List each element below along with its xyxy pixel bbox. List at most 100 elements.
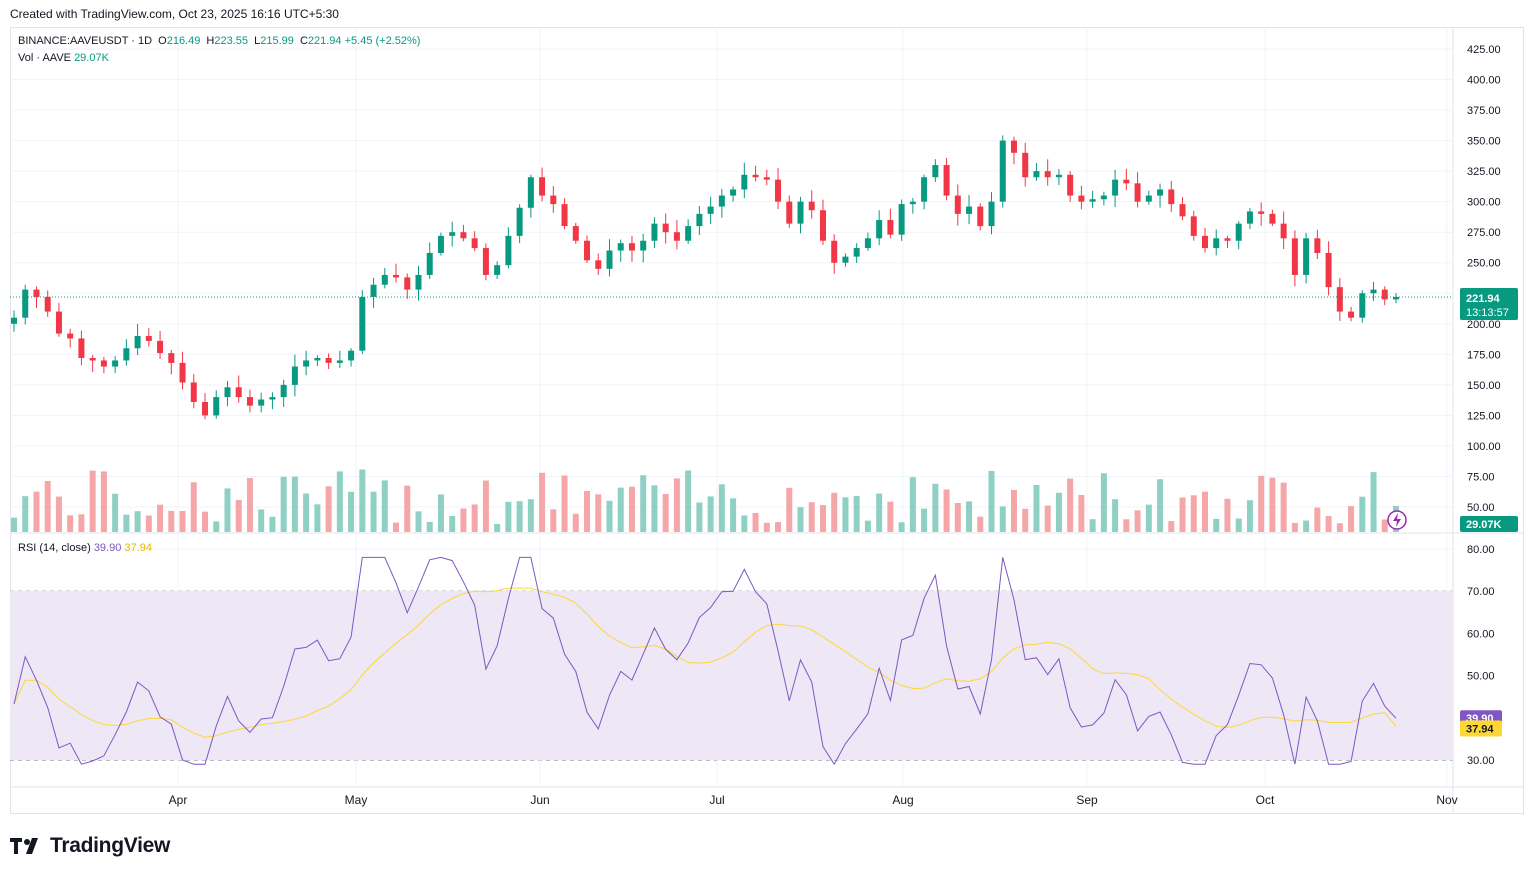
volume-bar [55,496,62,532]
candle-body [1291,238,1298,275]
candle-body [730,189,737,196]
candle-body [617,243,624,251]
volume-bar [359,469,366,532]
price-tick-label: 350.00 [1467,136,1501,148]
volume-bar [89,470,96,532]
volume-badge-text: 29.07K [1466,519,1502,531]
candle-body [572,226,579,241]
volume-bar [932,483,939,532]
candle-body [999,140,1006,202]
candle-body [1022,152,1029,178]
volume-bar [752,512,759,532]
candle-body [1303,238,1310,275]
candle-body [1134,183,1141,202]
price-tick-label: 175.00 [1467,349,1501,361]
month-label: Jul [709,793,724,807]
rsi-label: RSI (14, close) [18,542,91,554]
candle-body [606,250,613,269]
candle-body [11,317,17,324]
volume-bar [1370,472,1377,532]
volume-bar [842,497,849,532]
candle-body [1224,238,1231,241]
candle-body [876,219,883,239]
candle-body [1190,216,1197,236]
candle-body [471,238,478,249]
candle-body [921,177,928,202]
candle-body [168,353,175,363]
candle-body [494,265,501,275]
volume-bar [887,501,894,532]
month-label: Oct [1256,793,1275,807]
price-tick-label: 125.00 [1467,410,1501,422]
volume-bar [1010,489,1017,532]
open-value: 216.49 [166,35,201,47]
volume-bar [1145,504,1152,532]
volume-bar [1033,485,1040,532]
rsi-value: 39.90 [93,542,122,554]
candle-body [1123,179,1130,184]
candle-body [359,296,366,351]
volume-bar [269,516,276,532]
tradingview-logo[interactable]: TradingView [10,834,170,858]
volume-bar [628,486,635,532]
rsi-tick-label: 80.00 [1467,544,1495,556]
candle-body [258,399,265,406]
candle-body [707,206,714,214]
candle-body [482,248,489,275]
volume-bar [246,477,253,532]
volume-bar [370,491,377,532]
price-tick-label: 425.00 [1467,44,1501,56]
volume-bar [303,493,310,532]
candle-body [516,207,523,236]
candle-body [325,357,332,363]
volume-bar [471,504,478,532]
candle-body [1157,189,1164,196]
candle-body [415,274,422,290]
volume-bar [954,502,961,532]
volume-bar [707,496,714,532]
high-value: 223.55 [214,35,249,47]
candle-body [269,397,276,400]
candle-body [460,232,467,239]
volume-bar [1291,522,1298,532]
volume-bar [1359,496,1366,532]
candle-body [1213,238,1220,249]
candle-body [1179,204,1186,217]
volume-bar [741,515,748,532]
candle-body [1246,211,1253,224]
last-price-text: 221.94 [1466,293,1501,305]
volume-bar [561,475,568,532]
candle-body [1314,238,1321,253]
candle-body [539,177,546,196]
volume-bar [898,522,905,532]
volume-bar [1089,519,1096,532]
volume-bar [1067,478,1074,532]
volume-bar [673,478,680,532]
volume-bar [100,471,107,532]
volume-bar [202,511,209,532]
volume-bar [572,513,579,532]
month-label: Apr [169,793,188,807]
candle-body [954,195,961,214]
candle-body [1359,293,1366,318]
volume-bar [696,502,703,532]
candle-body [426,252,433,275]
candle-body [224,387,231,398]
volume-bar [1055,492,1062,532]
candle-body [67,333,74,339]
candle-body [370,284,377,297]
volume-bar [595,494,602,532]
volume-bar [1280,482,1287,532]
volume-bar [864,520,871,532]
candle-body [123,348,130,361]
candle-body [1112,179,1119,196]
candle-body [381,274,388,285]
volume-bar [348,491,355,532]
candle-body [685,226,692,241]
candle-body [831,240,838,263]
rsi-line [13,556,1397,766]
price-tick-label: 75.00 [1467,471,1495,483]
volume-bar [235,499,242,532]
price-tick-label: 275.00 [1467,227,1501,239]
